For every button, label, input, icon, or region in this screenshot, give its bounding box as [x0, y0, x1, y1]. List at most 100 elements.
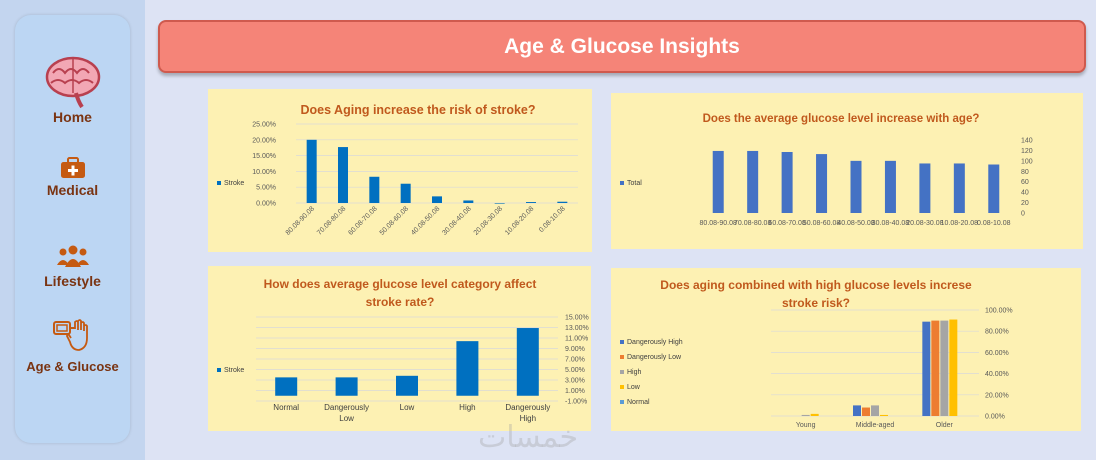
bar — [712, 150, 724, 213]
sidebar-item-age-glucose[interactable]: Age & Glucose — [15, 319, 130, 374]
legend-swatch — [620, 181, 624, 185]
bar — [335, 377, 358, 396]
bar — [880, 414, 888, 416]
medical-kit-icon — [60, 157, 85, 178]
chart-title: stroke risk? — [782, 296, 850, 310]
legend-swatch — [217, 368, 221, 372]
glucose-category-stroke-chart: How does average glucose level category … — [217, 277, 589, 423]
y-tick-label: 13.00% — [565, 325, 589, 332]
y-tick-label: 1.00% — [565, 388, 585, 395]
brain-icon — [45, 56, 100, 109]
bar — [953, 163, 965, 213]
legend-swatch — [620, 400, 624, 404]
x-tick-label: Older — [936, 422, 954, 429]
x-tick-label: Middle-aged — [856, 422, 895, 429]
legend-label: Stroke — [224, 180, 244, 187]
y-tick-label: 15.00% — [252, 153, 276, 160]
x-tick-label: Low — [400, 403, 415, 412]
y-tick-label: 20.00% — [252, 137, 276, 144]
legend-swatch — [620, 370, 624, 374]
bar — [747, 150, 759, 213]
legend-label: High — [627, 369, 642, 376]
y-tick-label: 60 — [1021, 179, 1029, 186]
y-tick-label: 7.00% — [565, 357, 585, 364]
x-tick-label: 30.08-40.08 — [872, 220, 909, 227]
sidebar-item-medical[interactable]: Medical — [15, 157, 130, 198]
sidebar-item-lifestyle[interactable]: Lifestyle — [15, 245, 130, 289]
x-tick-label: 50.08-60.08 — [803, 220, 840, 227]
y-tick-label: 100.00% — [985, 308, 1013, 315]
x-tick-label: 80.08-90.08 — [285, 205, 316, 236]
x-tick-label: High — [459, 403, 475, 412]
y-tick-label: 3.00% — [565, 378, 585, 385]
y-tick-label: 9.00% — [565, 346, 585, 353]
bar — [940, 320, 949, 416]
x-tick-label: Low — [339, 414, 354, 423]
bar — [949, 319, 958, 416]
bar — [862, 407, 870, 416]
y-tick-label: -1.00% — [565, 399, 587, 406]
bar — [275, 377, 298, 396]
people-icon — [56, 245, 89, 267]
legend-label: Stroke — [224, 367, 244, 374]
sidebar: Home Medical Lifestyle Age & Gluc — [15, 15, 130, 443]
chart-panel-glucose-stroke: How does average glucose level category … — [208, 266, 591, 431]
bar — [516, 328, 539, 396]
x-tick-label: 20.08-30.08 — [906, 220, 943, 227]
age-glucose-chart: Does the average glucose level increase … — [620, 113, 1033, 227]
chart-panel-age-glucose: Does the average glucose level increase … — [611, 93, 1083, 249]
y-tick-label: 5.00% — [256, 185, 276, 192]
chart-title: Does the average glucose level increase … — [703, 113, 980, 125]
legend-label: Low — [627, 384, 641, 391]
legend-label: Total — [627, 180, 642, 187]
chart-title: stroke rate? — [366, 295, 435, 309]
age-glucose-stroke-chart: Does aging combined with high glucose le… — [620, 278, 1013, 429]
bar — [432, 196, 442, 203]
y-tick-label: 80.00% — [985, 329, 1009, 336]
bar — [557, 201, 568, 203]
x-tick-label: Dangerously — [505, 403, 550, 412]
y-tick-label: 100 — [1021, 158, 1033, 165]
bar — [810, 413, 819, 416]
bar — [853, 405, 861, 416]
x-tick-label: 10.08-20.08 — [504, 205, 535, 236]
sidebar-item-label: Lifestyle — [44, 273, 101, 289]
x-tick-label: 40.08-50.08 — [410, 205, 441, 236]
y-tick-label: 20 — [1021, 200, 1029, 207]
sidebar-item-home[interactable]: Home — [15, 53, 130, 125]
x-tick-label: 80.08-90.08 — [700, 220, 737, 227]
x-tick-label: 0.08-10.08 — [977, 220, 1011, 227]
legend-swatch — [217, 181, 221, 185]
legend-swatch — [620, 385, 624, 389]
x-tick-label: 40.08-50.08 — [837, 220, 874, 227]
legend-swatch — [620, 340, 624, 344]
sidebar-item-label: Medical — [46, 182, 99, 198]
x-tick-label: 0.08-10.08 — [538, 205, 567, 234]
bar — [871, 405, 879, 416]
chart-panel-age-glucose-stroke: Does aging combined with high glucose le… — [611, 268, 1081, 431]
bar — [338, 147, 348, 203]
y-tick-label: 40.00% — [985, 371, 1009, 378]
bar — [816, 154, 828, 213]
bar — [919, 163, 931, 213]
bar — [922, 321, 931, 416]
bar — [456, 341, 479, 396]
x-tick-label: 50.08-60.08 — [379, 205, 410, 236]
y-tick-label: 5.00% — [565, 367, 585, 374]
y-tick-label: 11.00% — [565, 336, 588, 343]
x-tick-label: 10.08-20.08 — [941, 220, 978, 227]
y-tick-label: 120 — [1021, 148, 1033, 155]
bar — [526, 202, 536, 203]
y-tick-label: 25.00% — [252, 122, 276, 129]
y-tick-label: 15.00% — [565, 315, 589, 322]
y-tick-label: 0.00% — [985, 414, 1005, 421]
x-tick-label: 20.08-30.08 — [473, 205, 504, 236]
y-tick-label: 40 — [1021, 190, 1029, 197]
bar — [400, 183, 411, 203]
bar — [988, 164, 1000, 213]
glucose-meter-icon — [52, 319, 88, 351]
bar — [781, 151, 793, 213]
x-tick-label: Dangerously — [324, 403, 369, 412]
bar — [850, 160, 862, 213]
y-tick-label: 0 — [1021, 211, 1025, 218]
